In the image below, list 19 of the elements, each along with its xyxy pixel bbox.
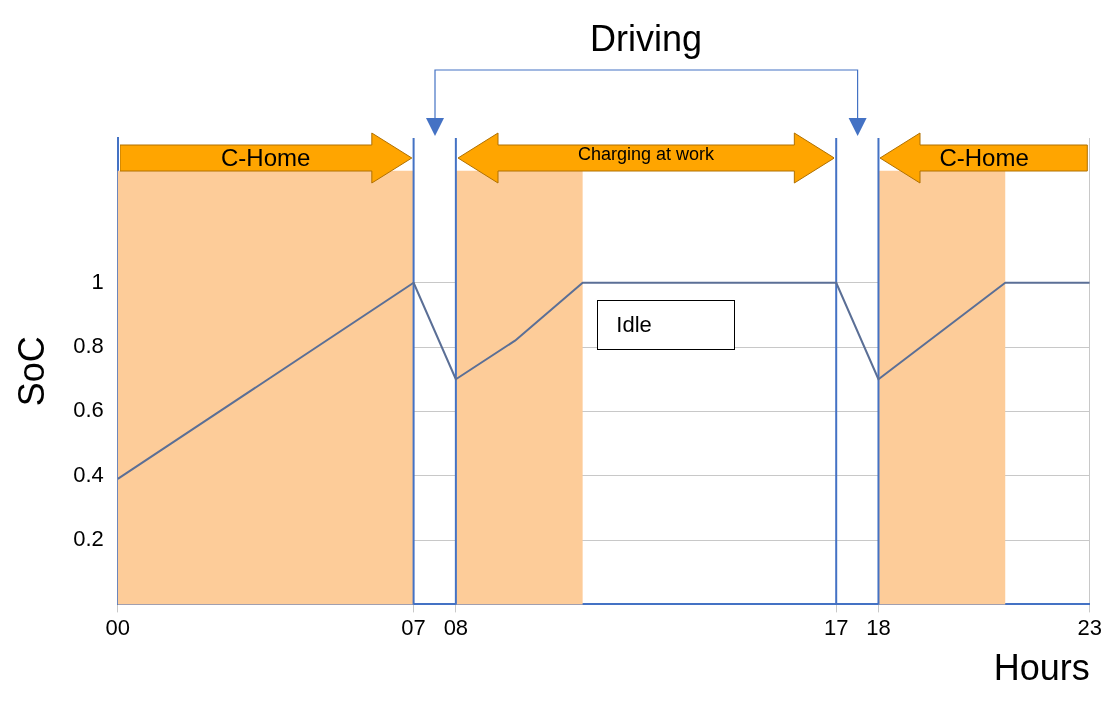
text-box: Idle (597, 299, 736, 350)
x-axis-title: Hours (993, 647, 1090, 689)
annotation: C-Home (938, 144, 1030, 172)
x-tick-label: 00 (105, 614, 131, 640)
x-tick-label: 23 (1077, 614, 1103, 640)
x-tick-label: 18 (866, 614, 891, 640)
annotation: Idle (616, 311, 652, 337)
x-tick-label: 17 (823, 614, 849, 640)
annotation: C-Home (220, 144, 312, 172)
y-tick-label: 0.6 (73, 397, 104, 423)
y-tick-label: 0.2 (73, 526, 104, 552)
annotation: Charging at work (577, 144, 716, 166)
x-tick-label: 07 (401, 614, 426, 640)
y-tick-label: 0.8 (73, 333, 104, 359)
text: Driving (589, 18, 704, 60)
y-tick-label: 0.4 (73, 461, 104, 487)
x-tick-label: 08 (443, 614, 469, 640)
y-tick-label: 1 (91, 268, 104, 294)
y-axis-title: SoC (10, 336, 52, 407)
